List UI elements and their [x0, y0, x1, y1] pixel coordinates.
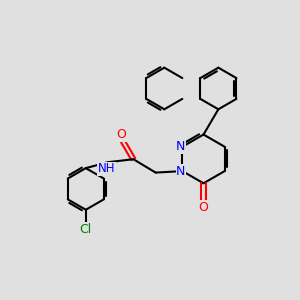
- Text: O: O: [116, 128, 126, 141]
- Text: Cl: Cl: [80, 223, 92, 236]
- Text: NH: NH: [98, 162, 116, 175]
- Text: N: N: [176, 140, 186, 153]
- Text: N: N: [176, 165, 186, 178]
- Text: O: O: [199, 201, 208, 214]
